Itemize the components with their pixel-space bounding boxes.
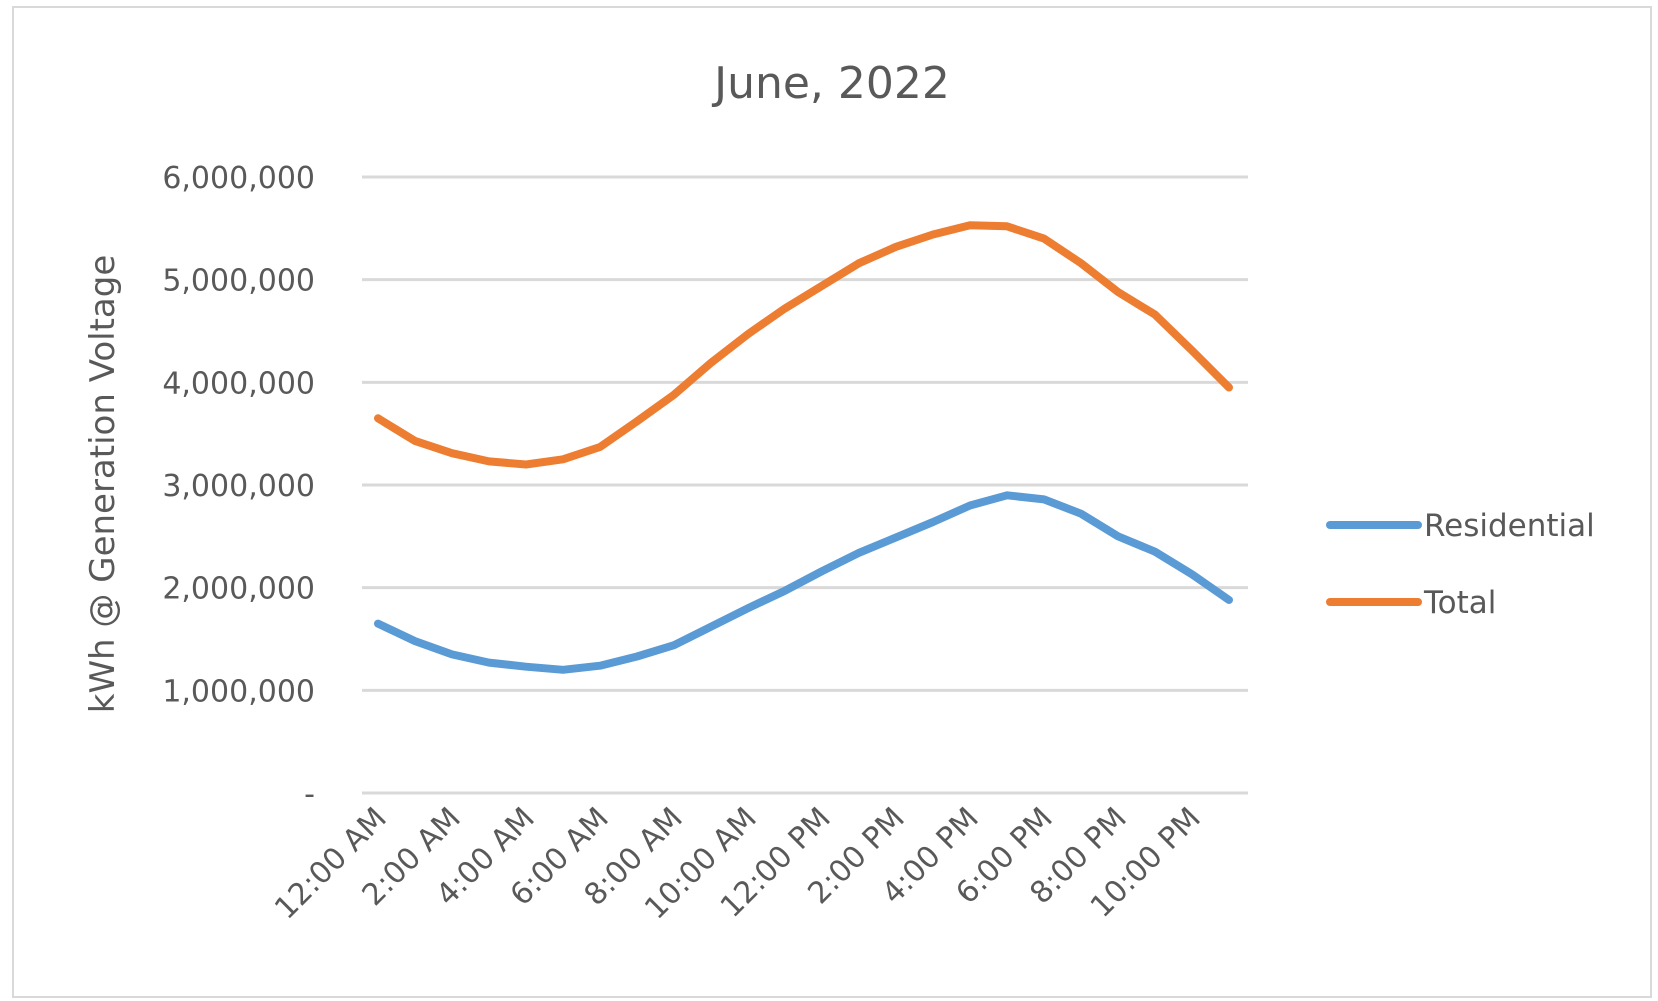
legend-label: Residential <box>1424 508 1595 544</box>
y-tick-label: - <box>304 777 315 812</box>
series-lines <box>374 221 1233 674</box>
series-line-total <box>374 221 1233 469</box>
gridlines <box>362 175 1248 795</box>
legend-item-total: Total <box>1326 585 1496 621</box>
series-line-residential <box>374 491 1233 674</box>
y-tick-label: 5,000,000 <box>162 264 315 299</box>
y-axis-title: kWh @ Generation Voltage <box>83 255 123 714</box>
legend-label: Total <box>1423 585 1496 621</box>
legend: Residential Total <box>1326 508 1595 621</box>
y-tick-label: 6,000,000 <box>162 161 315 196</box>
y-axis-ticks: 6,000,000 5,000,000 4,000,000 3,000,000 2,00… <box>162 161 315 812</box>
x-axis-ticks: 12:00 AM2:00 AM4:00 AM6:00 AM8:00 AM10:0… <box>268 801 1207 926</box>
y-tick-label: 4,000,000 <box>162 366 315 401</box>
y-tick-label: 1,000,000 <box>162 674 315 709</box>
legend-item-residential: Residential <box>1326 508 1595 544</box>
y-tick-label: 2,000,000 <box>162 572 315 607</box>
y-tick-label: 3,000,000 <box>162 469 315 504</box>
chart-title: June, 2022 <box>711 58 950 109</box>
chart-frame <box>12 6 1652 998</box>
